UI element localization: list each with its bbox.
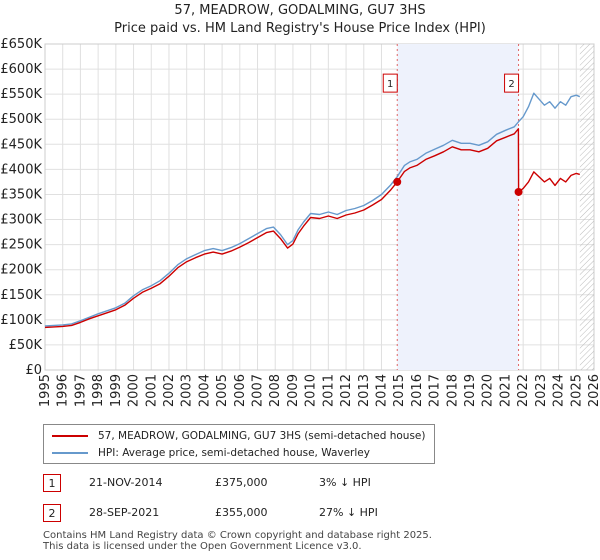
x-tick-label: 2019 — [463, 374, 478, 407]
sale-number-badge: 1 — [43, 474, 61, 492]
x-tick-label: 2003 — [180, 374, 195, 407]
x-tick-label: 2015 — [392, 374, 407, 407]
x-tick-label: 2016 — [410, 374, 425, 407]
footer-line-licence: This data is licensed under the Open Gov… — [43, 541, 362, 552]
sale-price: £355,000 — [215, 506, 268, 519]
legend-item-property: 57, MEADROW, GODALMING, GU7 3HS (semi-de… — [52, 428, 425, 444]
chart-legend: 57, MEADROW, GODALMING, GU7 3HS (semi-de… — [43, 424, 435, 464]
legend-label-hpi: HPI: Average price, semi-detached house,… — [98, 447, 370, 459]
footer-attribution: Contains HM Land Registry data © Crown c… — [43, 530, 432, 552]
sale-date: 28-SEP-2021 — [89, 506, 160, 519]
x-tick-label: 1998 — [91, 374, 106, 407]
x-tick-label: 2024 — [552, 374, 567, 407]
x-tick-label: 2010 — [304, 374, 319, 407]
x-tick-label: 2002 — [162, 374, 177, 407]
sale-date: 21-NOV-2014 — [89, 476, 163, 489]
y-tick-label: £250K — [0, 238, 42, 253]
x-tick-label: 2005 — [215, 374, 230, 407]
sale-price: £375,000 — [215, 476, 268, 489]
x-tick-label: 2023 — [534, 374, 549, 407]
y-tick-label: £500K — [0, 112, 42, 127]
legend-swatch-property — [52, 435, 88, 437]
x-tick-label: 2012 — [339, 374, 354, 407]
y-tick-label: £600K — [0, 62, 42, 77]
y-tick-label: £350K — [0, 187, 42, 202]
y-tick-label: £300K — [0, 213, 42, 228]
x-tick-label: 2013 — [357, 374, 372, 407]
x-tick-label: 2004 — [197, 374, 212, 407]
y-tick-label: £400K — [0, 162, 42, 177]
y-tick-label: £100K — [0, 313, 42, 328]
x-tick-label: 2014 — [374, 374, 389, 407]
x-tick-label: 2001 — [144, 374, 159, 407]
sale-point — [393, 177, 402, 186]
hpi-series-line — [44, 92, 581, 327]
x-tick-label: 1996 — [56, 374, 71, 407]
sale-row: 1 21-NOV-2014 £375,000 3% ↓ HPI — [43, 474, 583, 496]
price-chart: 57, MEADROW, GODALMING, GU7 3HS Price pa… — [0, 3, 600, 407]
x-tick-label: 2018 — [445, 374, 460, 407]
x-tick-label: 2008 — [268, 374, 283, 407]
x-tick-label: 2009 — [286, 374, 301, 407]
sale-number-box — [504, 73, 520, 93]
y-tick-label: £0 — [25, 363, 42, 378]
x-tick-label: 1999 — [109, 374, 124, 407]
x-tick-label: 2025 — [569, 374, 584, 407]
y-tick-label: £650K — [0, 37, 42, 52]
y-tick-label: £550K — [0, 87, 42, 102]
sale-number-label: 2 — [508, 79, 514, 90]
shaded-period — [397, 44, 519, 370]
legend-item-hpi: HPI: Average price, semi-detached house,… — [52, 445, 370, 461]
x-tick-label: 2017 — [428, 374, 443, 407]
y-tick-label: £150K — [0, 288, 42, 303]
x-tick-label: 2011 — [321, 374, 336, 407]
x-tick-label: 2006 — [233, 374, 248, 407]
sale-number-badge: 2 — [43, 504, 61, 522]
chart-title: 57, MEADROW, GODALMING, GU7 3HS — [174, 3, 425, 18]
legend-label-property: 57, MEADROW, GODALMING, GU7 3HS (semi-de… — [98, 430, 426, 442]
legend-swatch-hpi — [52, 452, 88, 454]
x-tick-label: 2000 — [127, 374, 142, 407]
x-tick-label: 1995 — [38, 374, 53, 407]
sale-number-box — [382, 73, 398, 93]
footer-line-copyright: Contains HM Land Registry data © Crown c… — [43, 530, 432, 541]
future-hatch — [579, 44, 594, 370]
x-tick-label: 2020 — [481, 374, 496, 407]
sale-hpi-diff: 3% ↓ HPI — [319, 476, 371, 489]
y-tick-label: £50K — [9, 338, 43, 353]
x-tick-label: 2007 — [251, 374, 266, 407]
y-tick-label: £450K — [0, 137, 42, 152]
y-tick-label: £200K — [0, 263, 42, 278]
sale-hpi-diff: 27% ↓ HPI — [319, 506, 378, 519]
x-tick-label: 2021 — [498, 374, 513, 407]
x-tick-label: 2022 — [516, 374, 531, 407]
chart-subtitle: Price paid vs. HM Land Registry's House … — [114, 21, 486, 36]
sale-row: 2 28-SEP-2021 £355,000 27% ↓ HPI — [43, 504, 583, 526]
x-tick-label: 1997 — [73, 374, 88, 407]
sale-point — [514, 187, 523, 196]
sale-number-label: 1 — [387, 79, 393, 90]
x-tick-label: 2026 — [587, 374, 600, 407]
